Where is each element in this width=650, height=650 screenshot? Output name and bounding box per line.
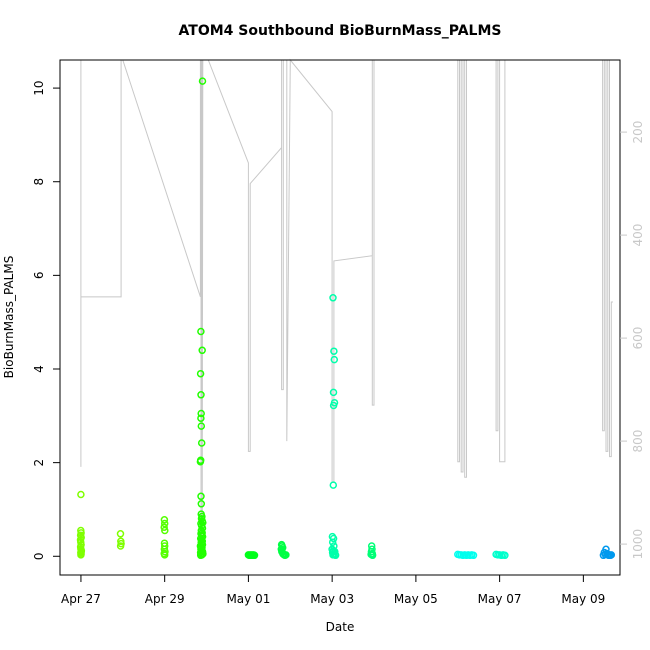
data-point: [282, 551, 290, 559]
data-point: [196, 551, 205, 560]
data-point: [196, 369, 205, 378]
data-point: [160, 551, 169, 559]
x-axis: Apr 27 Apr 29 May 01 May 03 May 05 May 07 May …: [61, 575, 605, 606]
data-point: [77, 551, 85, 559]
data-point: [197, 500, 206, 508]
data-point: [197, 422, 206, 430]
altitude-line: [80, 58, 613, 545]
x-tick-label: May 03: [310, 592, 354, 606]
data-point: [160, 523, 168, 531]
data-point: [197, 391, 205, 399]
data-points: [76, 77, 616, 560]
data-point: [607, 551, 616, 559]
y2-tick-label: 400: [631, 224, 645, 247]
data-point: [160, 516, 169, 524]
data-point: [599, 551, 608, 560]
y-tick-label: 8: [32, 178, 46, 186]
data-point: [501, 551, 509, 560]
data-point: [116, 530, 125, 538]
chart-title: ATOM4 Southbound BioBurnMass_PALMS: [179, 23, 502, 39]
data-point: [329, 294, 337, 302]
x-tick-label: May 01: [226, 592, 270, 606]
y2-tick-label: 800: [631, 430, 645, 453]
x-axis-label: Date: [326, 620, 355, 634]
y2-tick-label: 200: [631, 121, 645, 144]
data-point: [196, 456, 205, 465]
plot-frame: [59, 59, 621, 576]
data-point: [330, 347, 338, 355]
data-point: [331, 551, 340, 560]
y-tick-label: 10: [32, 80, 46, 95]
data-point: [197, 327, 205, 336]
data-point: [329, 388, 338, 397]
x-tick-label: May 05: [394, 592, 438, 606]
data-point: [198, 77, 207, 85]
x-tick-label: Apr 29: [145, 592, 185, 606]
data-point: [116, 542, 125, 550]
x-tick-label: May 09: [561, 592, 605, 606]
data-point: [328, 538, 337, 546]
data-point: [161, 526, 169, 535]
y-tick-label: 2: [32, 459, 46, 467]
y-tick-label: 6: [32, 272, 46, 280]
data-point: [329, 534, 338, 543]
data-point: [76, 536, 85, 544]
data-point: [368, 551, 377, 560]
data-point: [77, 490, 85, 499]
altitude-trace: [80, 58, 613, 545]
data-point: [77, 546, 86, 555]
data-point: [329, 481, 338, 489]
y2-tick-label: 600: [631, 327, 645, 350]
y-axis: 0 2 4 6 8 10: [32, 80, 60, 560]
data-point: [330, 355, 339, 364]
data-point: [469, 551, 478, 560]
y2-tick-label: 1000: [631, 529, 645, 560]
x-tick-label: Apr 27: [61, 592, 101, 606]
y-tick-label: 0: [32, 552, 46, 560]
data-point: [329, 401, 338, 410]
data-point: [197, 409, 205, 418]
data-point: [197, 414, 205, 422]
data-point: [197, 439, 206, 447]
data-point: [198, 346, 206, 355]
y-tick-label: 4: [32, 365, 46, 373]
x-tick-label: May 07: [478, 592, 522, 606]
data-point: [250, 551, 259, 560]
data-point: [160, 519, 169, 528]
data-point: [197, 492, 205, 501]
y-axis-label: BioBurnMass_PALMS: [2, 256, 16, 379]
y2-axis: 200 400 600 800 1000: [620, 121, 645, 560]
